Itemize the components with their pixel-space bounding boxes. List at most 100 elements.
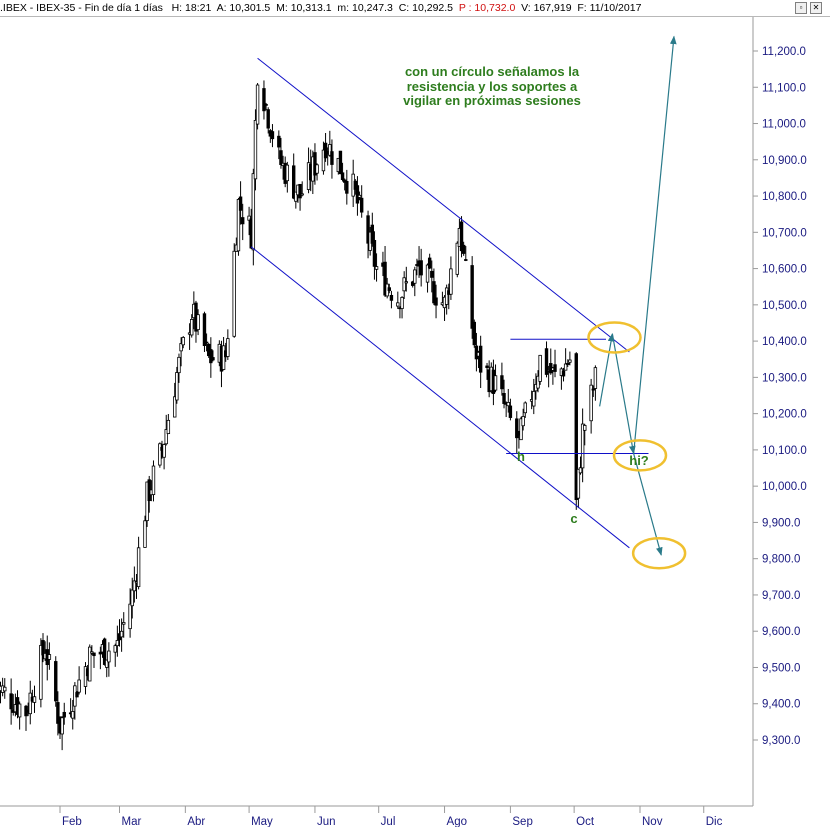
candle — [338, 150, 343, 175]
y-tick-label: 10,200.0 — [762, 409, 807, 421]
candle — [162, 443, 166, 470]
candle — [179, 337, 183, 367]
annotation-layer: con un círculo señalamos la resistencia … — [403, 64, 649, 526]
candle — [17, 701, 22, 730]
candle — [519, 416, 523, 441]
candle — [255, 83, 260, 130]
x-tick-label: May — [251, 816, 273, 827]
candle — [366, 210, 370, 259]
candle — [136, 536, 141, 590]
candle — [177, 353, 181, 383]
volumen-label: V: 167,919 — [521, 2, 572, 14]
candle — [236, 197, 241, 256]
candle — [323, 133, 328, 162]
minimize-icon[interactable]: ▫ — [795, 2, 807, 14]
candle — [493, 364, 498, 393]
candle — [130, 577, 134, 619]
candle — [523, 401, 527, 418]
x-tick-label: Mar — [121, 816, 141, 827]
y-tick-label: 9,300.0 — [762, 735, 800, 747]
candle — [576, 468, 581, 509]
y-tick-label: 10,800.0 — [762, 191, 807, 203]
overlays-layer — [250, 35, 687, 570]
annotation-line-2: resistencia y los soportes a — [407, 79, 578, 94]
candle — [357, 191, 362, 201]
y-tick-label: 9,700.0 — [762, 590, 800, 602]
candle — [402, 271, 406, 300]
maximo-label: M: 10,313.1 — [276, 2, 332, 14]
candle — [410, 280, 415, 288]
candle — [568, 351, 572, 366]
candle — [500, 362, 504, 396]
candle — [538, 354, 542, 385]
candle — [71, 699, 75, 730]
candle — [321, 141, 326, 175]
candle — [3, 678, 7, 699]
candle — [98, 646, 103, 670]
candle — [39, 638, 43, 708]
candle — [355, 176, 360, 216]
candle — [92, 652, 96, 668]
candle — [470, 256, 474, 339]
candle — [151, 460, 156, 502]
candle — [164, 414, 168, 446]
candle — [389, 290, 394, 309]
highlight-circle — [587, 321, 642, 354]
candle — [413, 266, 417, 297]
forecast-arrow — [611, 333, 636, 455]
candle — [54, 656, 58, 707]
annotation-line-1: con un círculo señalamos la — [405, 64, 580, 79]
candle — [374, 253, 379, 282]
candle — [202, 311, 207, 352]
candle — [328, 130, 332, 157]
candle — [444, 284, 449, 315]
candle — [432, 268, 436, 306]
forecast-arrow — [599, 333, 615, 407]
candle — [566, 359, 570, 367]
candle — [340, 162, 345, 182]
candles-layer — [0, 80, 598, 751]
y-tick-label: 10,500.0 — [762, 300, 807, 312]
candle — [455, 241, 459, 278]
candle — [370, 212, 375, 247]
candle — [472, 319, 476, 348]
candle — [561, 367, 566, 382]
label-c: c — [570, 511, 577, 526]
hora-label: H: 18:21 — [171, 2, 212, 14]
cierre-label: C: 10,292.5 — [398, 2, 454, 14]
candle — [521, 408, 525, 431]
candle — [404, 266, 409, 292]
candle — [56, 691, 60, 736]
candle — [128, 588, 132, 638]
channel-line — [257, 57, 630, 353]
candle — [122, 612, 126, 638]
candle — [315, 163, 319, 181]
candle — [396, 291, 400, 309]
candle — [105, 659, 109, 678]
label-hi: hi? — [629, 453, 649, 468]
y-tick-label: 10,600.0 — [762, 264, 807, 276]
annotation-line-3: vigilar en próximas sesiones — [403, 93, 581, 108]
candle — [294, 191, 298, 209]
x-tick-label: Oct — [576, 816, 595, 827]
y-tick-label: 11,100.0 — [762, 82, 806, 94]
candle — [578, 456, 583, 475]
candle — [173, 382, 177, 418]
x-tick-label: Feb — [62, 816, 82, 827]
y-tick-label: 10,400.0 — [762, 336, 807, 348]
candle — [88, 644, 92, 682]
y-tick-label: 10,000.0 — [762, 481, 807, 493]
highlight-circle — [631, 536, 687, 570]
candle — [115, 625, 120, 657]
candle — [90, 645, 94, 655]
candle — [196, 309, 200, 336]
candle — [427, 253, 432, 270]
candle — [181, 336, 185, 349]
candle — [32, 685, 37, 713]
candle — [253, 109, 258, 191]
x-tick-label: Dic — [706, 816, 723, 827]
symbol-label: .IBEX - IBEX-35 - Fin de día 1 días — [0, 2, 163, 14]
x-tick-label: Jun — [317, 816, 336, 827]
close-icon[interactable]: ✕ — [810, 2, 822, 14]
